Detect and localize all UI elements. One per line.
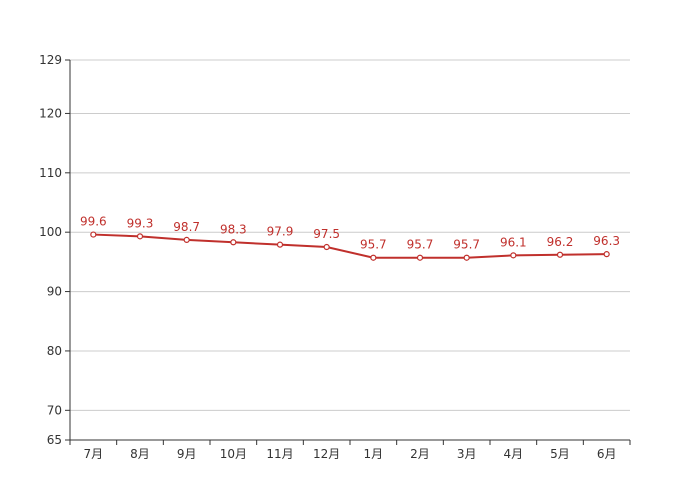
data-label: 95.7 [453, 238, 480, 252]
data-label: 97.5 [313, 227, 340, 241]
x-tick-label: 3月 [457, 447, 477, 461]
data-point [416, 254, 424, 261]
data-label: 99.3 [127, 216, 154, 230]
x-axis-ticks: 7月 8月 9月 10月 11月 12月 1月 2月 3月 4月 5月 6月 [69, 440, 631, 461]
grid-lines [70, 59, 630, 411]
data-label: 98.7 [173, 220, 200, 234]
y-axis-ticks: 65 70 80 90 100 110 120 129 [39, 53, 70, 447]
x-tick-label: 9月 [177, 447, 197, 461]
series-line-path [93, 233, 607, 259]
data-point [276, 241, 284, 248]
x-tick-label: 4月 [504, 447, 524, 461]
x-tick-label: 5月 [550, 447, 570, 461]
data-label: 97.9 [267, 225, 294, 239]
data-label: 99.6 [80, 215, 107, 229]
y-tick-label: 70 [47, 403, 62, 417]
data-point [323, 243, 330, 251]
data-label: 96.1 [500, 235, 527, 249]
data-point [230, 239, 237, 246]
y-tick-label: 110 [39, 166, 62, 180]
x-tick-label: 10月 [220, 447, 247, 461]
data-point [556, 251, 564, 258]
y-tick-label: 80 [47, 344, 62, 358]
x-tick-label: 6月 [597, 447, 617, 461]
x-tick-label: 12月 [313, 447, 340, 461]
series-line [90, 231, 610, 261]
x-tick-label: 11月 [266, 447, 293, 461]
x-tick-label: 8月 [130, 447, 150, 461]
data-label: 95.7 [360, 238, 387, 252]
data-label: 98.3 [220, 222, 247, 236]
data-point [603, 251, 610, 258]
data-label: 95.7 [407, 238, 434, 252]
data-point [183, 236, 190, 244]
y-tick-label: 100 [39, 225, 62, 239]
data-label: 96.2 [547, 235, 574, 249]
data-point [370, 254, 377, 261]
data-point [136, 233, 144, 240]
y-tick-label: 129 [39, 53, 62, 67]
y-tick-label: 65 [47, 433, 62, 447]
x-tick-label: 7月 [84, 447, 104, 461]
data-labels: 99.6 99.3 98.7 98.3 97.9 97.5 95.7 95.7 95.7 96.1… [80, 215, 620, 252]
data-point [90, 231, 97, 238]
x-tick-label: 1月 [364, 447, 384, 461]
data-point [463, 254, 470, 261]
data-label: 96.3 [593, 234, 620, 248]
y-tick-label: 90 [47, 285, 62, 299]
y-tick-label: 120 [39, 106, 62, 120]
data-point [510, 252, 517, 259]
axes [69, 60, 630, 441]
x-tick-label: 2月 [410, 447, 430, 461]
